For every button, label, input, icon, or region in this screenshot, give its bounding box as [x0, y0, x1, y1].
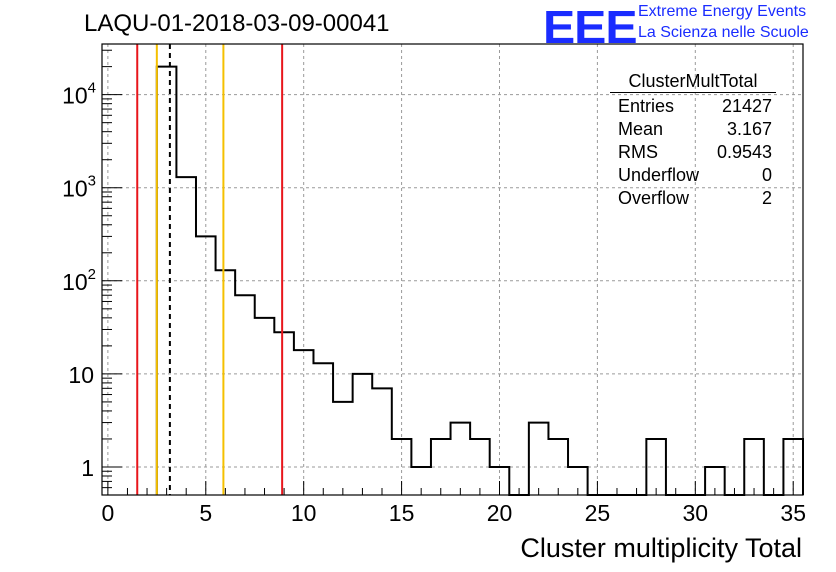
- x-tick-label: 25: [585, 500, 611, 526]
- histogram-bin: [372, 388, 392, 495]
- stats-label: Underflow: [618, 165, 700, 185]
- logo-line-2: La Scienza nelle Scuole: [638, 24, 809, 41]
- histogram-bin: [216, 270, 236, 495]
- y-tick-label: 10: [68, 362, 94, 388]
- y-tick-label: 103: [62, 173, 96, 202]
- stats-box: ClusterMultTotal Entries 21427 Mean 3.16…: [610, 71, 776, 210]
- histogram-bin: [333, 402, 353, 495]
- histogram-bin: [196, 236, 216, 495]
- x-tick-label: 5: [199, 500, 212, 526]
- stats-label: Mean: [618, 119, 664, 139]
- y-tick-label: 102: [62, 266, 96, 295]
- logo-line-1: Extreme Energy Events: [638, 3, 807, 20]
- stats-value: 21427: [721, 96, 772, 116]
- x-tick-label: 20: [487, 500, 513, 526]
- stats-row-underflow: Underflow 0: [610, 164, 776, 187]
- stats-label: Entries: [618, 96, 675, 116]
- histogram-bin: [451, 423, 471, 495]
- histogram-bin: [176, 177, 196, 495]
- histogram-bin: [294, 350, 314, 495]
- eee-logo: EEE: [543, 1, 638, 53]
- histogram-bin: [353, 374, 373, 495]
- histogram-bin: [157, 67, 177, 495]
- stats-label: RMS: [618, 142, 658, 162]
- plot-title: LAQU-01-2018-03-09-00041: [84, 10, 390, 37]
- stats-row-mean: Mean 3.167: [610, 118, 776, 141]
- stats-row-entries: Entries 21427: [610, 95, 776, 118]
- histogram-step-line: [155, 65, 804, 496]
- stats-title: ClusterMultTotal: [610, 71, 776, 93]
- histogram-bin: [431, 439, 451, 495]
- histogram-bin: [529, 423, 549, 495]
- histogram-bin: [274, 332, 294, 495]
- histogram-bin: [235, 295, 255, 495]
- histogram-bin: [313, 363, 333, 495]
- histogram-bin: [646, 439, 666, 495]
- histogram-bin: [470, 439, 490, 495]
- x-tick-label: 10: [291, 500, 317, 526]
- plot-frame: [101, 43, 804, 496]
- histogram-bin: [744, 439, 764, 495]
- stats-row-rms: RMS 0.9543: [610, 141, 776, 164]
- stats-row-overflow: Overflow 2: [610, 187, 776, 210]
- x-tick-label: 35: [780, 500, 806, 526]
- x-tick-label: 30: [683, 500, 709, 526]
- stats-value: 0: [761, 165, 772, 185]
- stats-value: 2: [761, 188, 772, 208]
- x-axis-label: Cluster multiplicity Total: [520, 533, 802, 563]
- x-tick-label: 15: [389, 500, 415, 526]
- y-tick-label: 104: [62, 80, 96, 109]
- x-tick-label: 0: [101, 500, 114, 526]
- histogram-bin: [255, 318, 275, 495]
- stats-label: Overflow: [618, 188, 690, 208]
- stats-value: 0.9543: [716, 142, 772, 162]
- stats-value: 3.167: [726, 119, 772, 139]
- histogram-bin: [548, 439, 568, 495]
- y-tick-label: 1: [81, 455, 94, 481]
